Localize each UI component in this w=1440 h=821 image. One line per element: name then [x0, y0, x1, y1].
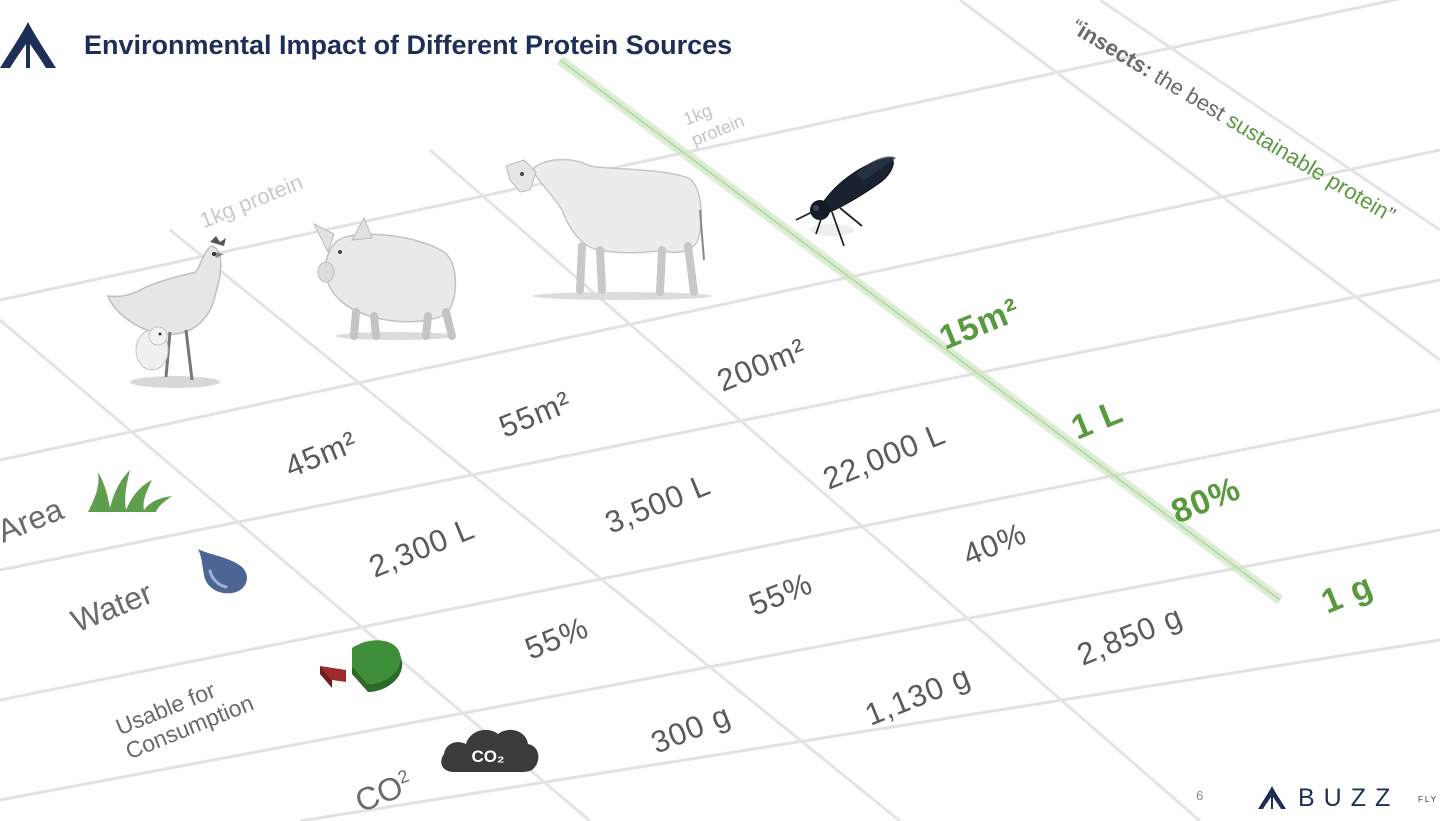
footer-brand-suffix: FLY	[1418, 795, 1439, 804]
grass-icon	[88, 470, 172, 512]
black-soldier-fly-image	[795, 156, 896, 247]
footer-logo-icon	[1258, 786, 1286, 809]
page-title: Environmental Impact of Different Protei…	[84, 30, 733, 60]
co2-cloud-icon: CO₂	[441, 729, 539, 772]
buzzfly-logo-icon	[0, 22, 56, 68]
chicken-image	[106, 236, 226, 388]
co2-cloud-label: CO₂	[471, 747, 504, 766]
water-drop-icon	[198, 549, 247, 594]
pig-image	[312, 216, 457, 340]
pie-chart-icon	[320, 640, 403, 692]
footer-brand: BUZZ	[1298, 784, 1400, 812]
cow-image	[505, 158, 712, 300]
page-number: 6	[1196, 788, 1204, 803]
